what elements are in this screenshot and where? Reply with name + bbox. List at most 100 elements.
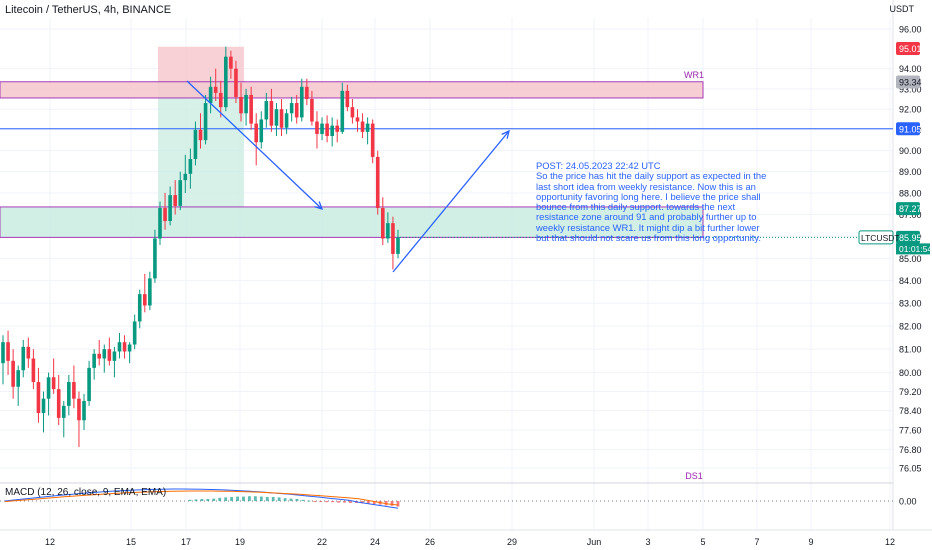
candle-body [335,125,340,132]
zone-wr1 [0,81,704,99]
currency-label: USDT [889,4,915,14]
price-axis[interactable]: 96.0094.0093.0092.0091.0090.0089.0088.00… [899,25,922,507]
y-tick-label: 89.00 [899,167,922,177]
macd-zero-label: 0.00 [899,497,917,507]
candle-body [67,382,71,406]
candle-body [203,103,208,141]
macd-bar [319,501,323,502]
macd-bar [301,499,305,501]
x-tick-label: 3 [645,537,650,547]
macd-bar [337,501,340,503]
x-tick-label: 19 [235,537,245,547]
macd-bar [277,497,281,501]
candle-body [305,86,309,99]
macd-bar [349,501,352,503]
candle-body [345,90,350,108]
y-tick-label: 78.40 [899,406,922,416]
candle-body [375,156,380,209]
macd-bar [331,501,335,503]
candle-body [36,382,41,414]
zone-labels: WR1 DS1 [684,70,704,481]
candle-body [127,344,132,352]
candle-body [299,86,304,118]
x-tick-label: 22 [317,537,327,547]
wr1-tag-text: 93.34 [899,77,922,87]
candle-body [193,129,198,160]
y-tick-label: 92.00 [899,105,922,115]
macd-bar [218,497,222,501]
zone-ds1 [0,206,704,238]
candle-body [325,123,329,137]
x-tick-label: 7 [754,537,759,547]
macd-bar [366,501,370,504]
candle-body [218,92,223,108]
long-arrow [392,130,510,273]
candle-body [132,321,137,345]
analysis-note: POST: 24.05.2023 22:42 UTC So the price … [536,160,767,244]
y-tick-label: 76.05 [899,464,922,474]
x-tick-label: 12 [885,537,895,547]
y-tick-label: 79.20 [899,387,922,397]
candle-body [381,208,385,239]
macd-pane[interactable] [0,488,893,509]
wr1-label: WR1 [684,70,704,80]
candle-body [274,109,279,126]
macd-bar [200,499,204,501]
candle-body [208,86,213,104]
candle-body [31,358,36,383]
candle-body [229,56,233,69]
candle-body [137,294,142,322]
x-tick-label: 5 [700,537,705,547]
candle-body [173,195,177,206]
macd-bar [360,501,364,504]
candle-body [350,107,355,118]
candle-body [365,123,370,132]
candle-body [148,278,152,306]
signal-line [4,490,399,506]
candle-body [294,103,299,118]
candle-body [56,389,61,418]
candles-layer[interactable] [1,46,400,448]
high-tag [896,42,920,56]
candle-body [269,101,274,126]
candle-body [11,360,15,387]
y-tick-label: 80.00 [899,368,922,378]
macd-title: MACD (12, 26, close, 9, EMA, EMA) [5,487,167,498]
candle-body [188,159,193,174]
candle-body [234,68,238,97]
candle-body [92,353,96,368]
candle-body [239,96,243,114]
candle-body [370,123,375,157]
y-tick-label: 90.00 [899,146,922,156]
candle-body [77,398,81,421]
candle-body [51,377,56,390]
candle-body [259,119,264,143]
short-arrow [186,80,323,210]
x-tick-label: Jun [587,537,602,547]
x-tick-label: 15 [126,537,136,547]
y-tick-label: 76.80 [899,445,922,455]
candle-body [249,94,253,124]
candle-body [21,346,26,371]
candle-body [355,117,360,122]
candle-body [153,238,157,279]
candle-body [289,103,294,114]
candle-body [386,223,390,239]
candle-body [213,86,218,93]
candle-body [82,401,86,421]
macd-bar [206,499,210,501]
wr1-tag [896,75,920,89]
candle-body [183,173,188,181]
macd-bar [271,497,275,501]
macd-bar [325,501,329,503]
candle-body [142,294,147,306]
candle-body [97,353,102,359]
zones-layer [0,46,704,238]
macd-bar [372,501,376,505]
ds1-tag [896,202,920,216]
time-axis[interactable]: 12 15 17 19 22 24 26 29 Jun 3 5 7 9 12 [45,537,895,547]
candle-body [6,342,10,361]
y-tick-label: 84.00 [899,276,922,286]
